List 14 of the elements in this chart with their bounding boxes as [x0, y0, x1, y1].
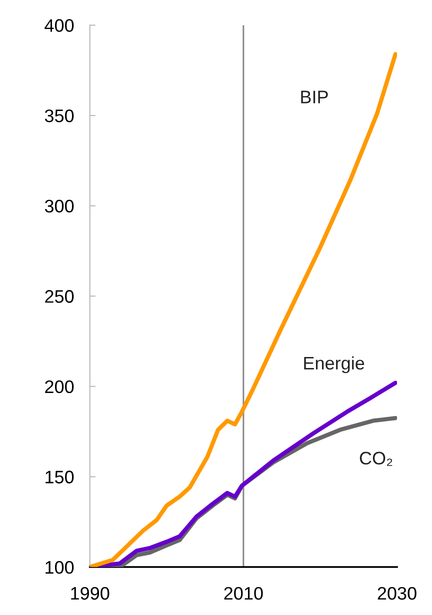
y-tick-label: 250: [45, 290, 74, 303]
x-tick-label: 1990: [71, 586, 110, 600]
y-tick-label: 100: [46, 560, 74, 574]
series-label: CO₂: [360, 452, 392, 466]
text: BIP: [301, 90, 328, 104]
x-tick-label: 2010: [224, 586, 263, 600]
y-tick-label: 350: [44, 109, 74, 122]
y-tick-label: 200: [45, 380, 74, 394]
line-series: [90, 52, 398, 568]
y-tick-label: 300: [44, 200, 74, 213]
y-tick-label: 400: [44, 19, 74, 32]
x-tick-label: 2030: [378, 586, 416, 600]
y-tick-label: 150: [46, 470, 74, 484]
series-label: Energie: [304, 356, 364, 374]
